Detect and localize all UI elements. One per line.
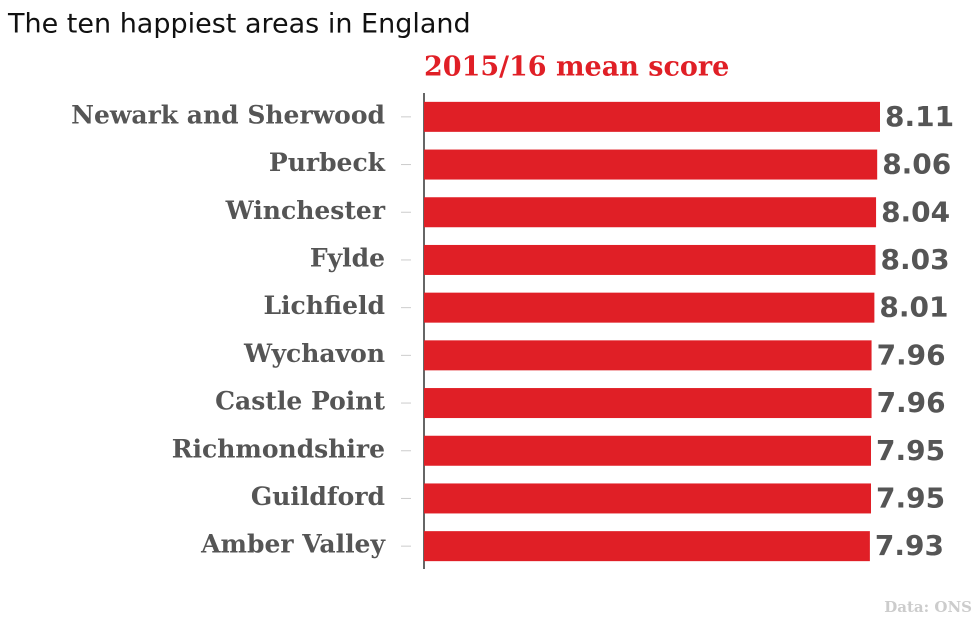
y-tick-label: Castle Point bbox=[215, 387, 385, 416]
bar bbox=[424, 483, 872, 514]
bar bbox=[424, 292, 875, 323]
source: Data: ONS bbox=[884, 598, 972, 616]
bar bbox=[424, 149, 878, 180]
bar bbox=[424, 197, 877, 228]
y-tick-label: Richmondshire bbox=[172, 434, 385, 463]
bar bbox=[424, 101, 880, 132]
value-label: 8.04 bbox=[881, 195, 950, 228]
value-label: 8.03 bbox=[881, 243, 950, 276]
value-label: 8.01 bbox=[879, 291, 948, 324]
bar bbox=[424, 435, 872, 466]
bar bbox=[424, 244, 876, 275]
y-tick-label: Purbeck bbox=[269, 148, 386, 177]
y-tick-label: Wychavon bbox=[243, 339, 385, 368]
value-label: 7.96 bbox=[877, 338, 946, 371]
chart-subtitle: 2015/16 mean score bbox=[424, 52, 729, 83]
y-tick-label: Guildford bbox=[251, 482, 385, 511]
value-label: 8.11 bbox=[885, 100, 954, 133]
value-label: 7.93 bbox=[875, 529, 944, 562]
y-tick-label: Newark and Sherwood bbox=[71, 100, 385, 129]
y-tick-label: Fylde bbox=[310, 243, 385, 272]
bar bbox=[424, 531, 870, 562]
y-tick-label: Winchester bbox=[225, 196, 386, 225]
bar bbox=[424, 388, 872, 419]
bar bbox=[424, 340, 872, 371]
value-label: 7.95 bbox=[876, 481, 945, 514]
y-tick-label: Lichfield bbox=[263, 291, 385, 320]
value-label: 7.95 bbox=[876, 434, 945, 467]
y-tick-label: Amber Valley bbox=[200, 530, 386, 559]
chart-title: The ten happiest areas in England bbox=[7, 9, 471, 40]
value-label: 8.06 bbox=[882, 148, 951, 181]
value-label: 7.96 bbox=[877, 386, 946, 419]
